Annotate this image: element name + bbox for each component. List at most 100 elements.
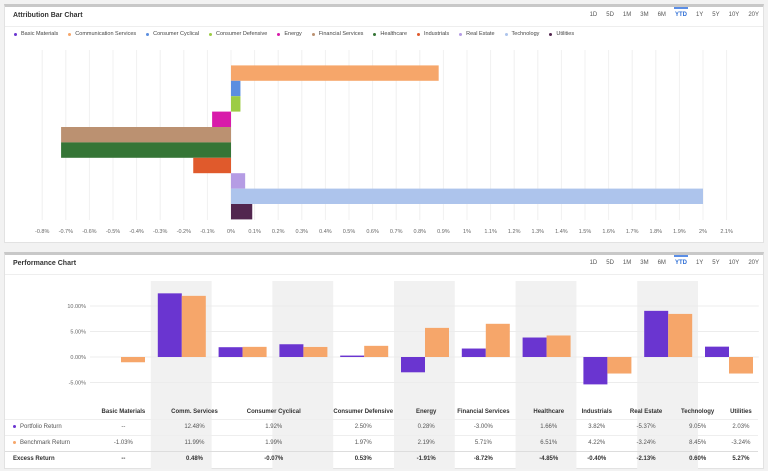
row-label: Excess Return [5, 450, 89, 467]
range-5d[interactable]: 5D [606, 12, 614, 18]
legend-item[interactable]: Healthcare [373, 31, 407, 37]
range-1d[interactable]: 1D [589, 260, 598, 266]
table-cell: -3.00% [442, 418, 525, 435]
range-3m[interactable]: 3M [640, 12, 649, 18]
column-header: Utilities [730, 408, 752, 415]
x-tick-label: 1.3% [532, 229, 545, 235]
range-6m[interactable]: 6M [657, 260, 666, 266]
column-header: Healthcare [533, 408, 565, 415]
legend-dot-icon [13, 440, 16, 444]
benchmark-bar[interactable] [121, 357, 145, 363]
table-cell: 0.28% [410, 418, 443, 435]
x-tick-label: -0.1% [200, 229, 214, 235]
header-blank [5, 405, 89, 419]
range-1m[interactable]: 1M [622, 260, 632, 266]
x-tick-label: -0.8% [35, 229, 49, 235]
legend-item[interactable]: Industrials [417, 31, 449, 37]
portfolio-bar[interactable] [705, 346, 729, 357]
range-ytd[interactable]: YTD [673, 7, 688, 18]
table-cell: 11.99% [157, 434, 232, 451]
portfolio-bar[interactable] [401, 357, 425, 373]
bar-financial-services[interactable] [61, 127, 231, 143]
range-5y[interactable]: 5Y [712, 260, 720, 266]
row-label-text: Excess Return [13, 456, 55, 463]
table-cell: 8.45% [671, 434, 724, 451]
legend-label: Industrials [424, 31, 450, 37]
range-10y[interactable]: 10Y [728, 12, 740, 18]
range-5d[interactable]: 5D [606, 260, 614, 266]
legend-item[interactable]: Communication Services [68, 31, 136, 37]
range-ytd[interactable]: YTD [673, 255, 688, 266]
x-tick-label: -0.5% [106, 229, 120, 235]
x-tick-label: 0.8% [414, 229, 427, 235]
row-label: Portfolio Return [5, 418, 89, 435]
legend-label: Basic Materials [21, 31, 59, 37]
benchmark-bar[interactable] [242, 346, 267, 357]
bar-consumer-cyclical[interactable] [231, 80, 241, 97]
range-20y[interactable]: 20Y [748, 12, 759, 18]
range-10y[interactable]: 10Y [728, 260, 740, 266]
portfolio-bar[interactable] [340, 355, 365, 357]
table-cell: -4.85% [524, 450, 573, 467]
benchmark-bar[interactable] [364, 345, 389, 357]
x-tick-label: 0.1% [248, 229, 261, 235]
range-1m[interactable]: 1M [622, 12, 632, 18]
y-tick-label: 10.00% [67, 304, 86, 310]
table-row: Excess Return -- 0.48% -0.07% 0.53% -1.91% -8.… [5, 450, 758, 467]
portfolio-bar[interactable] [644, 310, 669, 357]
portfolio-bar[interactable] [522, 337, 547, 357]
range-6m[interactable]: 6M [657, 12, 666, 18]
range-5y[interactable]: 5Y [712, 12, 720, 18]
x-tick-label: 1.5% [579, 229, 592, 235]
portfolio-bar[interactable] [157, 293, 182, 357]
portfolio-bar[interactable] [461, 348, 486, 357]
bar-communication-services[interactable] [231, 65, 439, 81]
legend-item[interactable]: Consumer Cyclical [146, 31, 199, 37]
y-tick-label: -5.00% [69, 381, 87, 387]
portfolio-bar[interactable] [583, 357, 608, 385]
legend-dot-icon [549, 32, 553, 36]
range-1y[interactable]: 1Y [695, 260, 704, 266]
benchmark-bar[interactable] [485, 323, 510, 357]
legend-item[interactable]: Technology [504, 31, 540, 37]
benchmark-bar[interactable] [303, 346, 328, 357]
bar-technology[interactable] [231, 188, 703, 204]
legend-item[interactable]: Real Estate [459, 31, 495, 37]
benchmark-bar[interactable] [425, 327, 449, 357]
attribution-title: Attribution Bar Chart [13, 12, 83, 19]
bar-real-estate[interactable] [231, 173, 246, 189]
portfolio-bar[interactable] [279, 344, 304, 357]
legend-dot-icon [504, 32, 508, 36]
legend-dot-icon [68, 32, 72, 36]
table-cell: -3.24% [723, 434, 758, 451]
range-1d[interactable]: 1D [589, 12, 598, 18]
x-tick-label: 2.1% [720, 229, 733, 235]
legend-label: Technology [511, 31, 540, 37]
x-tick-label: -0.6% [82, 229, 96, 235]
bar-consumer-defensive[interactable] [231, 96, 241, 112]
range-1y[interactable]: 1Y [695, 12, 704, 18]
bar-utilities[interactable] [231, 204, 253, 220]
benchmark-bar[interactable] [729, 357, 753, 374]
range-3m[interactable]: 3M [640, 260, 649, 266]
legend-label: Communication Services [75, 31, 137, 37]
bar-energy[interactable] [212, 111, 231, 127]
benchmark-bar[interactable] [181, 295, 206, 357]
bar-industrials[interactable] [193, 157, 231, 174]
benchmark-bar[interactable] [668, 313, 693, 357]
benchmark-bar[interactable] [546, 335, 571, 357]
legend-item[interactable]: Basic Materials [14, 31, 58, 37]
range-20y[interactable]: 20Y [748, 260, 759, 266]
portfolio-bar[interactable] [218, 347, 243, 357]
legend-item[interactable]: Consumer Defensive [208, 31, 267, 37]
legend-item[interactable]: Utilities [549, 31, 574, 37]
x-tick-label: 1.8% [650, 229, 663, 235]
legend-item[interactable]: Financial Services [311, 31, 363, 37]
table-row: Benchmark Return -1.03% 11.99% 1.99% 1.97% 2.… [5, 434, 758, 451]
legend-item[interactable]: Energy [277, 31, 302, 37]
benchmark-bar[interactable] [607, 357, 632, 374]
column-header: Comm. Services [171, 408, 218, 415]
table-cell: -8.72% [442, 450, 525, 467]
column-header: Energy [416, 408, 437, 415]
bar-healthcare[interactable] [61, 142, 231, 158]
